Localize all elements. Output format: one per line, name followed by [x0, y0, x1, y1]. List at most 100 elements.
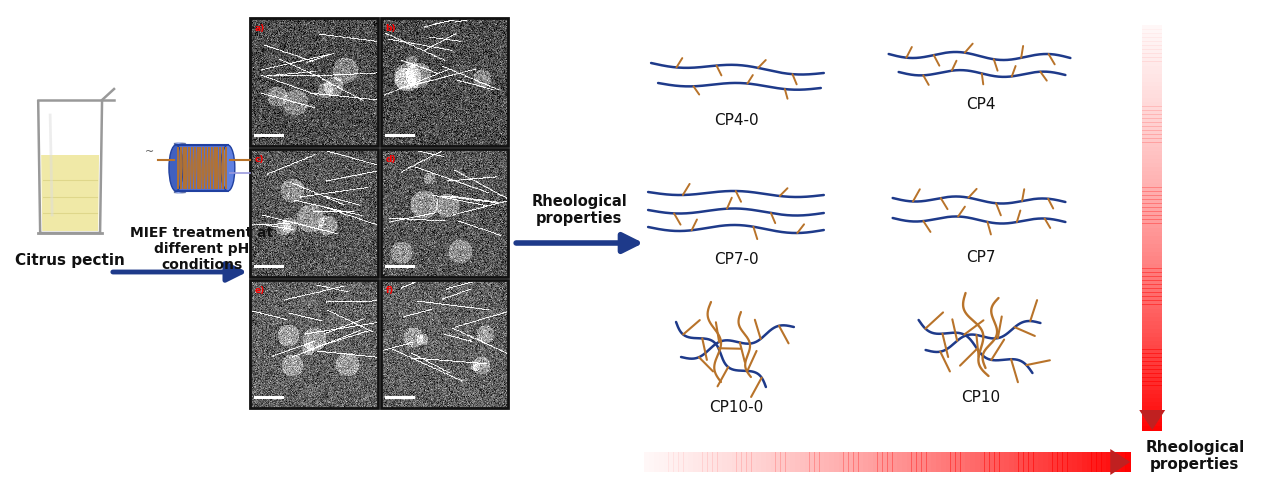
Bar [250, 280, 378, 408]
Bar [1004, 452, 1009, 472]
Text: Rheological
properties: Rheological properties [531, 193, 627, 226]
Bar [1142, 118, 1162, 123]
Bar [950, 452, 956, 472]
Bar [925, 452, 932, 472]
Bar [1142, 292, 1162, 297]
Bar [1062, 452, 1068, 472]
Bar [668, 452, 673, 472]
Bar [384, 265, 415, 268]
Bar [878, 452, 883, 472]
Bar [732, 452, 737, 472]
Text: f): f) [385, 286, 394, 295]
Bar [1142, 219, 1162, 224]
Bar [833, 452, 840, 472]
Bar [1076, 452, 1082, 472]
Bar [751, 452, 756, 472]
Bar [1096, 452, 1102, 472]
Bar [756, 452, 762, 472]
Bar [1057, 452, 1062, 472]
Text: Citrus pectin: Citrus pectin [15, 253, 125, 268]
Bar [1142, 410, 1162, 414]
Bar [965, 452, 970, 472]
Bar [1142, 325, 1162, 329]
Bar [970, 452, 975, 472]
Text: e): e) [255, 286, 265, 295]
Text: Rheological
properties: Rheological properties [1146, 440, 1244, 472]
Bar [995, 452, 1000, 472]
Text: a): a) [255, 24, 265, 33]
Bar [1052, 452, 1057, 472]
Bar [253, 396, 284, 399]
Bar [1142, 126, 1162, 131]
Text: CP10-0: CP10-0 [709, 400, 763, 415]
Bar [1142, 333, 1162, 337]
Bar [1142, 106, 1162, 110]
Bar [897, 452, 902, 472]
Bar [902, 452, 908, 472]
Bar [659, 452, 664, 472]
Bar [722, 452, 727, 472]
Bar [946, 452, 951, 472]
Bar [1142, 297, 1162, 301]
Bar [1142, 211, 1162, 216]
Bar [692, 452, 698, 472]
Bar [829, 452, 835, 472]
Bar [1142, 365, 1162, 370]
Bar [1125, 452, 1130, 472]
Bar [1142, 86, 1162, 90]
Bar [1142, 248, 1162, 252]
Bar [1142, 329, 1162, 333]
Bar [814, 452, 819, 472]
Bar [1142, 90, 1162, 94]
FancyBboxPatch shape [175, 145, 228, 191]
Polygon shape [41, 155, 99, 231]
Text: CP10: CP10 [961, 390, 1000, 405]
Bar [1014, 452, 1019, 472]
Bar [776, 452, 781, 472]
Text: c): c) [255, 155, 264, 164]
Bar [795, 452, 800, 472]
Bar [380, 149, 508, 277]
Bar [1038, 452, 1043, 472]
Bar [838, 452, 844, 472]
Bar [785, 452, 791, 472]
Bar [717, 452, 722, 472]
Text: d): d) [385, 155, 396, 164]
Bar [1142, 260, 1162, 265]
Bar [1142, 57, 1162, 62]
Bar [922, 452, 927, 472]
Bar [1142, 345, 1162, 350]
Bar [868, 452, 873, 472]
Bar [1142, 414, 1162, 418]
Bar [1142, 146, 1162, 151]
Bar [1142, 74, 1162, 78]
Bar [1142, 65, 1162, 70]
Bar [678, 452, 684, 472]
Bar [1142, 142, 1162, 147]
Bar [684, 452, 689, 472]
Bar [1142, 167, 1162, 171]
Bar [844, 452, 849, 472]
Bar [253, 265, 284, 268]
Bar [1142, 159, 1162, 163]
Bar [1142, 426, 1162, 431]
Bar [1142, 244, 1162, 248]
Bar [1142, 288, 1162, 293]
Bar [1142, 187, 1162, 191]
Text: CP7-0: CP7-0 [714, 252, 758, 267]
Bar [1142, 369, 1162, 374]
Bar [1047, 452, 1053, 472]
Bar [736, 452, 742, 472]
Bar [1142, 389, 1162, 394]
Bar [253, 134, 284, 137]
Bar [687, 452, 694, 472]
Bar [781, 452, 786, 472]
Bar [790, 452, 795, 472]
Bar [1142, 163, 1162, 167]
Bar [1142, 33, 1162, 38]
Bar [809, 452, 815, 472]
Bar [1142, 308, 1162, 313]
Bar [1120, 452, 1126, 472]
Bar [1142, 195, 1162, 200]
Bar [1142, 349, 1162, 354]
